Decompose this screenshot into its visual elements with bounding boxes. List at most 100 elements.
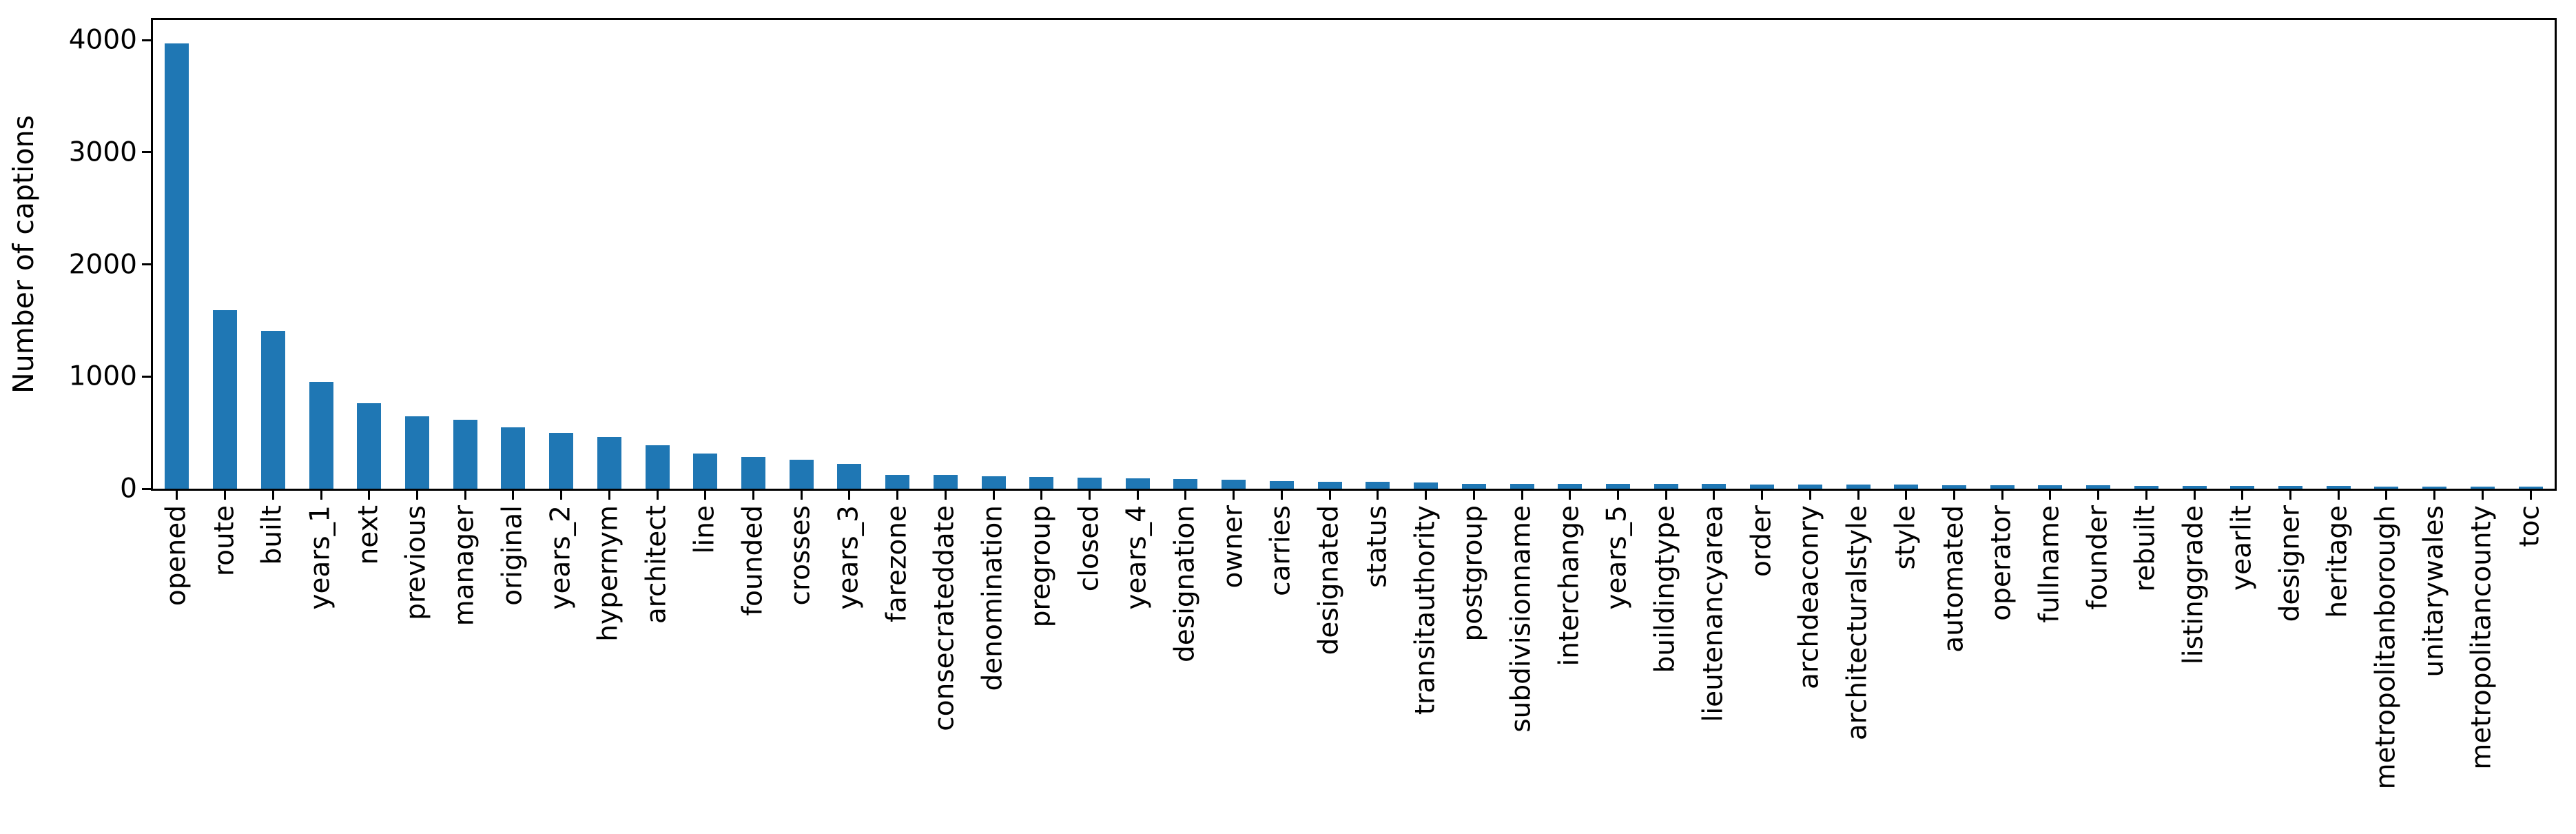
bar [165, 43, 189, 489]
y-tick-mark [142, 151, 151, 154]
bar [1366, 482, 1390, 489]
x-tick-label: crosses [785, 505, 816, 606]
x-tick-label: listinggrade [2178, 505, 2209, 665]
bar [1029, 477, 1054, 489]
bar [1750, 484, 1775, 489]
x-tick-label: operator [1986, 505, 2017, 621]
bar [1702, 484, 1727, 489]
bar [1222, 480, 1246, 489]
bar [1317, 481, 1342, 489]
y-tick-mark [142, 487, 151, 490]
bar [1269, 481, 1294, 489]
x-tick-mark [1905, 491, 1908, 500]
bar [1990, 485, 2015, 489]
x-tick-mark [752, 491, 754, 500]
bar [1894, 485, 1919, 489]
bar [1509, 483, 1534, 489]
x-tick-mark [1665, 491, 1667, 500]
x-tick-mark [656, 491, 659, 500]
x-tick-mark [1521, 491, 1523, 500]
x-tick-label: designation [1169, 505, 1201, 662]
bar [1078, 477, 1102, 489]
bar [1846, 485, 1871, 489]
bar [1414, 482, 1439, 489]
bar [2422, 486, 2447, 489]
y-tick-label: 1000 [68, 360, 137, 392]
x-tick-label: years_4 [1121, 505, 1153, 610]
bar [2038, 485, 2063, 489]
bar [597, 437, 621, 489]
bar [549, 432, 574, 489]
x-tick-mark [992, 491, 995, 500]
bar [645, 445, 670, 489]
x-tick-label: founded [737, 505, 769, 616]
bar [693, 453, 718, 489]
x-tick-mark [320, 491, 322, 500]
x-tick-label: transitauthority [1410, 505, 1441, 715]
x-tick-mark [2241, 491, 2244, 500]
x-tick-label: consecrateddate [929, 505, 960, 731]
x-tick-mark [560, 491, 563, 500]
x-tick-label: subdivisionname [1505, 505, 1537, 733]
x-tick-label: original [497, 505, 528, 606]
x-tick-label: metropolitanborough [2370, 505, 2402, 790]
x-tick-mark [1616, 491, 1619, 500]
x-tick-label: archdeaconry [1793, 505, 1825, 690]
x-tick-label: carries [1265, 505, 1297, 596]
x-tick-label: line [689, 505, 721, 554]
x-tick-label: years_3 [833, 505, 865, 610]
x-tick-mark [2049, 491, 2052, 500]
x-tick-mark [2097, 491, 2100, 500]
x-tick-mark [464, 491, 466, 500]
x-tick-mark [512, 491, 515, 500]
x-tick-label: rebuilt [2130, 505, 2161, 592]
x-tick-label: owner [1217, 505, 1249, 589]
x-tick-mark [1569, 491, 1572, 500]
x-tick-label: designated [1313, 505, 1345, 655]
y-tick-mark [142, 39, 151, 41]
y-tick-label: 3000 [68, 136, 137, 168]
bar [357, 403, 382, 489]
x-tick-mark [2001, 491, 2003, 500]
bar [2086, 485, 2111, 489]
x-tick-mark [2145, 491, 2147, 500]
x-tick-label: toc [2514, 505, 2546, 547]
bar [2374, 486, 2399, 489]
x-tick-label: metropolitancounty [2466, 505, 2497, 770]
x-tick-mark [415, 491, 418, 500]
x-tick-mark [1040, 491, 1043, 500]
bar [1605, 484, 1630, 489]
x-tick-mark [176, 491, 178, 500]
x-tick-label: denomination [977, 505, 1009, 691]
bar [981, 476, 1006, 489]
x-tick-mark [608, 491, 610, 500]
bar [789, 459, 814, 489]
bar [2230, 486, 2255, 489]
x-tick-mark [704, 491, 707, 500]
x-tick-mark [224, 491, 227, 500]
x-tick-mark [800, 491, 803, 500]
x-tick-mark [2193, 491, 2196, 500]
x-tick-label: architecturalstyle [1842, 505, 1873, 741]
y-tick-mark [142, 375, 151, 378]
x-tick-mark [1280, 491, 1283, 500]
x-tick-label: buildingtype [1649, 505, 1681, 673]
bar [2326, 486, 2351, 489]
bar [2182, 485, 2207, 489]
bar [885, 474, 910, 489]
x-tick-mark [848, 491, 851, 500]
x-tick-label: years_5 [1602, 505, 1634, 610]
x-tick-mark [1184, 491, 1187, 500]
x-tick-mark [2481, 491, 2484, 500]
x-tick-label: farezone [881, 505, 913, 622]
x-tick-label: designer [2274, 505, 2306, 622]
bar [1173, 478, 1198, 489]
x-tick-label: founder [2082, 505, 2114, 610]
bar [453, 419, 477, 489]
x-tick-label: fullname [2034, 505, 2065, 623]
plot-frame [151, 18, 2557, 491]
bar [1558, 484, 1583, 489]
x-tick-label: route [209, 505, 240, 577]
y-tick-label: 2000 [68, 249, 137, 281]
bar [1797, 485, 1822, 489]
